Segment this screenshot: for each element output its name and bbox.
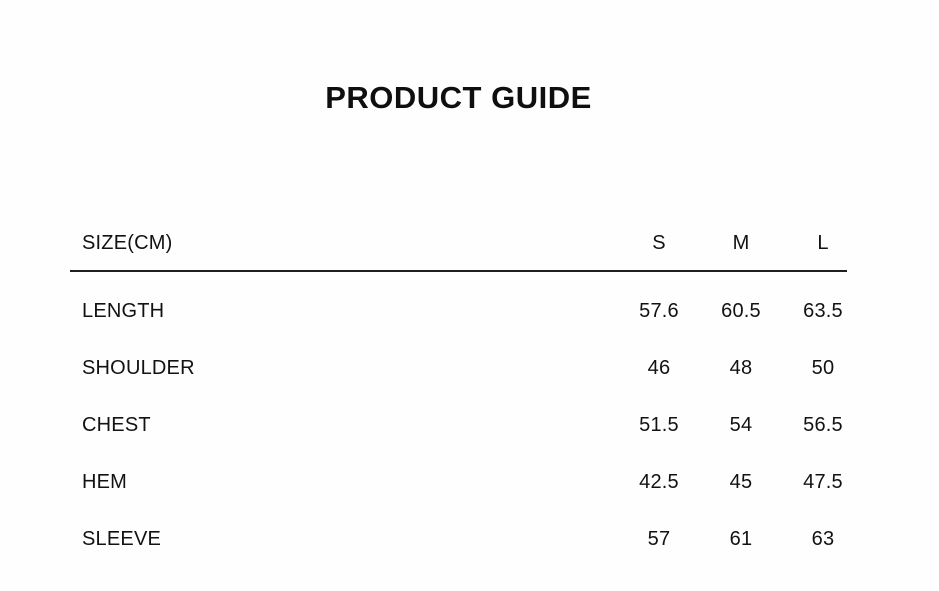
measurement-value-l: 63: [811, 528, 835, 550]
measurement-label: CHEST: [82, 414, 151, 436]
measurement-value-m: 60.5: [721, 300, 761, 322]
content-area: PRODUCT GUIDE SIZE(CM) S M L LENGTH 57.6…: [70, 0, 847, 568]
measurement-value-s: 42.5: [639, 471, 679, 493]
measurement-value-l: 50: [811, 357, 835, 379]
size-table-header-row: SIZE(CM) S M L: [70, 216, 847, 272]
measurement-value-l: 63.5: [803, 300, 843, 322]
measurement-cells: 57 61 63: [618, 528, 864, 551]
measurement-value-s: 46: [647, 357, 671, 379]
size-table: SIZE(CM) S M L LENGTH 57.6 60.5 63.5: [70, 216, 847, 568]
measurement-label: LENGTH: [82, 300, 165, 322]
measurement-cells: 46 48 50: [618, 357, 864, 380]
measurement-value-l: 47.5: [803, 471, 843, 493]
measurement-label: HEM: [82, 471, 128, 493]
size-unit-header: SIZE(CM): [82, 231, 173, 254]
measurement-value-l: 56.5: [803, 414, 843, 436]
size-header-cells: S M L: [618, 232, 864, 255]
measurement-cells: 57.6 60.5 63.5: [618, 300, 864, 323]
page-title: PRODUCT GUIDE: [325, 80, 592, 115]
table-row-sleeve: SLEEVE 57 61 63: [70, 511, 847, 568]
measurement-value-s: 57: [647, 528, 671, 550]
measurement-value-s: 51.5: [639, 414, 679, 436]
measurement-label: SHOULDER: [82, 357, 195, 379]
size-table-body: LENGTH 57.6 60.5 63.5 SHOULDER 46 48 50: [70, 272, 847, 568]
table-row-length: LENGTH 57.6 60.5 63.5: [70, 283, 847, 340]
table-row-chest: CHEST 51.5 54 56.5: [70, 397, 847, 454]
size-header-m: M: [732, 231, 750, 254]
table-row-hem: HEM 42.5 45 47.5: [70, 454, 847, 511]
measurement-label: SLEEVE: [82, 528, 162, 550]
measurement-value-m: 54: [729, 414, 753, 436]
measurement-value-s: 57.6: [639, 300, 679, 322]
size-header-s: S: [652, 231, 666, 254]
measurement-value-m: 48: [729, 357, 753, 379]
table-row-shoulder: SHOULDER 46 48 50: [70, 340, 847, 397]
measurement-value-m: 61: [729, 528, 753, 550]
measurement-value-m: 45: [729, 471, 753, 493]
measurement-cells: 42.5 45 47.5: [618, 471, 864, 494]
measurement-cells: 51.5 54 56.5: [618, 414, 864, 437]
size-header-l: L: [817, 231, 829, 254]
